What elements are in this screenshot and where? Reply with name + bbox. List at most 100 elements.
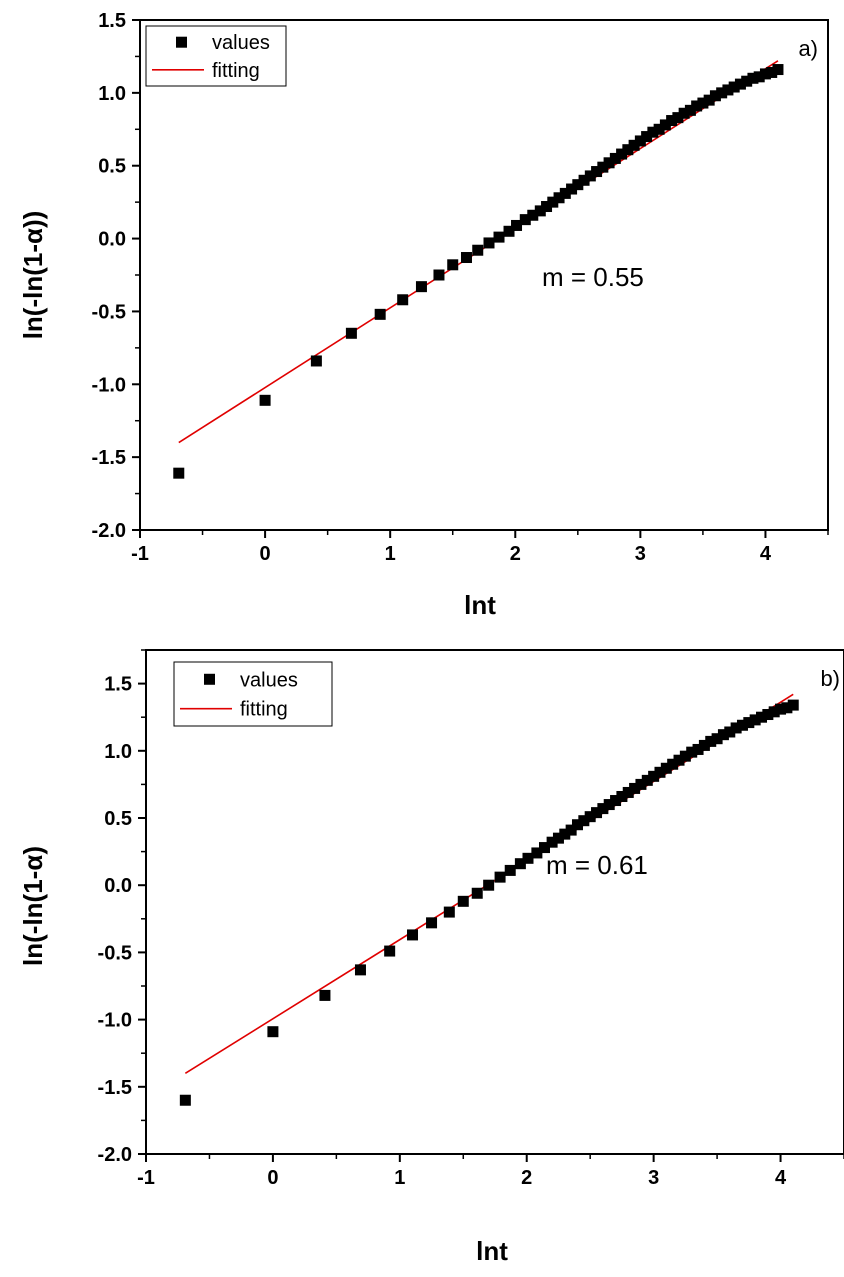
data-point	[472, 244, 484, 256]
data-point	[319, 989, 331, 1001]
y-axis-title: ln(-ln(1-α))	[18, 211, 48, 340]
x-tick-label: -1	[137, 1167, 155, 1189]
data-point	[762, 709, 774, 721]
data-point	[678, 107, 690, 119]
data-point	[759, 68, 771, 80]
data-point	[717, 729, 729, 741]
data-point	[460, 252, 472, 264]
data-point	[616, 148, 628, 160]
data-point	[787, 699, 799, 711]
y-tick-label: -0.5	[92, 301, 126, 323]
data-point	[572, 179, 584, 191]
legend-square-icon	[204, 673, 215, 685]
data-point	[641, 774, 653, 786]
data-point	[538, 842, 550, 854]
data-point	[722, 84, 734, 96]
data-point	[559, 187, 571, 199]
data-point	[384, 945, 396, 957]
slope-annotation: m = 0.61	[546, 850, 648, 880]
data-point	[705, 735, 717, 747]
data-point	[629, 782, 641, 794]
legend-box	[173, 661, 333, 727]
data-point	[679, 750, 691, 762]
data-point	[527, 209, 539, 221]
y-axis-title: ln(-ln(1-α)	[18, 846, 48, 966]
y-tick-label: 0.0	[98, 229, 126, 251]
data-point	[635, 778, 647, 790]
data-point	[571, 819, 583, 831]
x-tick-label: 4	[775, 1167, 787, 1189]
data-point	[354, 964, 366, 976]
data-point	[519, 214, 531, 226]
y-tick-label: -1.0	[98, 1010, 132, 1032]
panel-label: a)	[798, 36, 818, 61]
x-tick-label: 1	[385, 543, 396, 565]
data-point	[578, 174, 590, 186]
data-point	[711, 733, 723, 745]
y-tick-label: 0.0	[104, 875, 132, 897]
data-point	[173, 467, 185, 479]
chart-a: -1 0 1 2 3 4 -2.0 -1.5 -1.0 -0.5 0.0 0.5 1.0 1.5 value…	[0, 0, 844, 636]
data-point	[345, 327, 357, 339]
data-point	[457, 895, 469, 907]
data-point	[591, 166, 603, 178]
data-point	[504, 864, 516, 876]
data-point	[552, 832, 564, 844]
x-tick-label: 3	[635, 543, 646, 565]
data-point	[697, 97, 709, 109]
data-point	[415, 281, 427, 293]
x-tick-label: 3	[648, 1167, 659, 1189]
panel-label: b)	[820, 666, 840, 691]
data-point	[768, 706, 780, 718]
data-point	[647, 126, 659, 138]
data-point	[603, 157, 615, 169]
data-point	[698, 739, 710, 751]
x-tick-label: 2	[510, 543, 521, 565]
data-point	[565, 824, 577, 836]
data-point	[628, 139, 640, 151]
data-point	[584, 170, 596, 182]
x-tick-label: 1	[394, 1167, 405, 1189]
data-point	[179, 1094, 191, 1106]
data-point	[622, 144, 634, 156]
y-tick-label: -2.0	[98, 1144, 132, 1166]
y-tick-label: 1.0	[98, 83, 126, 105]
data-point	[267, 1026, 279, 1038]
slope-annotation: m = 0.55	[542, 262, 644, 292]
x-tick-label: 2	[521, 1167, 532, 1189]
data-point	[597, 803, 609, 815]
data-point	[310, 355, 322, 367]
data-point	[724, 726, 736, 738]
x-axis-title: lnt	[464, 590, 496, 620]
y-tick-label: -0.5	[98, 942, 132, 964]
data-point	[730, 722, 742, 734]
data-point	[578, 815, 590, 827]
data-point	[426, 917, 438, 929]
data-point	[483, 237, 495, 249]
y-tick-label: -1.0	[92, 374, 126, 396]
legend-label-values: values	[212, 32, 270, 54]
y-tick-label: 1.5	[104, 674, 132, 696]
data-point	[753, 71, 765, 83]
data-point	[666, 115, 678, 127]
data-point	[566, 183, 578, 195]
data-point	[772, 64, 784, 76]
data-point	[559, 828, 571, 840]
data-point	[514, 858, 526, 870]
data-point	[634, 135, 646, 147]
data-point	[734, 78, 746, 90]
x-tick-label: -1	[131, 543, 149, 565]
data-point	[703, 94, 715, 106]
data-point	[433, 269, 445, 281]
data-point	[741, 75, 753, 87]
data-point	[522, 852, 534, 864]
data-point	[667, 758, 679, 770]
data-point	[766, 66, 778, 78]
legend-label-fitting: fitting	[212, 60, 260, 82]
data-point	[541, 201, 553, 213]
data-point	[673, 754, 685, 766]
legend-label-values: values	[240, 669, 298, 691]
data-point	[494, 871, 506, 883]
data-point	[654, 766, 666, 778]
legend-label-fitting: fitting	[240, 699, 288, 721]
